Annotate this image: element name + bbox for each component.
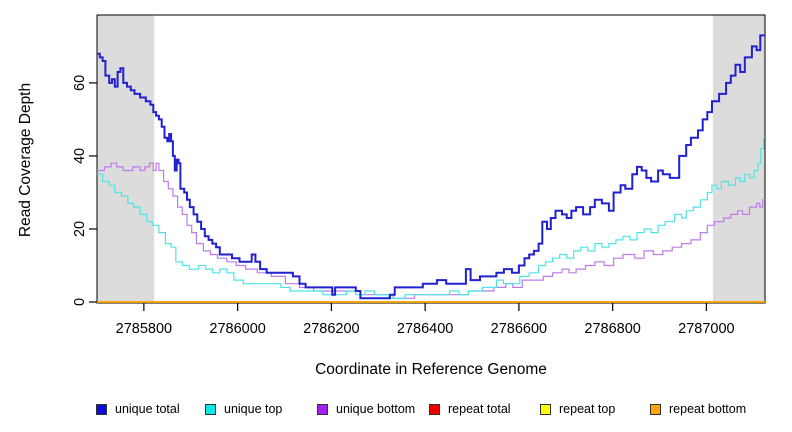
series-line-unique-bottom bbox=[97, 162, 765, 299]
repeat-top-swatch-icon bbox=[540, 403, 551, 415]
legend-item-repeat-top: repeat top bbox=[540, 402, 615, 416]
x-axis-title: Coordinate in Reference Genome bbox=[315, 361, 547, 378]
legend-label: unique top bbox=[224, 402, 283, 416]
x-tick-label: 2786800 bbox=[584, 321, 640, 337]
y-tick-label: 60 bbox=[72, 75, 88, 91]
plot-frame bbox=[96, 14, 766, 304]
shaded-region bbox=[97, 15, 155, 303]
legend-label: repeat bottom bbox=[669, 402, 747, 416]
x-tick-label: 2786400 bbox=[397, 321, 453, 337]
x-tick-label: 2786200 bbox=[303, 321, 359, 337]
legend: unique total unique top unique bottom re… bbox=[0, 399, 792, 425]
x-tick-label: 2786000 bbox=[209, 321, 265, 337]
series-line-unique-total bbox=[97, 34, 765, 300]
unique-top-swatch-icon bbox=[205, 403, 216, 415]
repeat-bottom-swatch-icon bbox=[650, 403, 661, 415]
repeat-total-swatch-icon bbox=[429, 403, 440, 415]
legend-item-repeat-total: repeat total bbox=[429, 402, 511, 416]
legend-item-unique-top: unique top bbox=[205, 402, 282, 416]
legend-label: repeat total bbox=[448, 402, 511, 416]
x-tick-label: 2786600 bbox=[491, 321, 547, 337]
legend-item-repeat-bottom: repeat bottom bbox=[650, 402, 746, 416]
y-tick-label: 0 bbox=[72, 298, 88, 306]
unique-bottom-swatch-icon bbox=[317, 403, 328, 415]
shaded-region bbox=[712, 15, 765, 303]
unique-total-swatch-icon bbox=[96, 403, 107, 415]
x-tick-label: 2787000 bbox=[678, 321, 734, 337]
series-line-unique-top bbox=[97, 137, 765, 299]
y-axis-title: Read Coverage Depth bbox=[17, 82, 34, 238]
legend-label: repeat top bbox=[559, 402, 616, 416]
legend-item-unique-bottom: unique bottom bbox=[317, 402, 415, 416]
x-tick-label: 2785800 bbox=[116, 321, 172, 337]
y-tick-label: 20 bbox=[72, 221, 88, 237]
legend-label: unique bottom bbox=[336, 402, 416, 416]
legend-item-unique-total: unique total bbox=[96, 402, 180, 416]
y-tick-label: 40 bbox=[72, 148, 88, 164]
legend-label: unique total bbox=[115, 402, 180, 416]
